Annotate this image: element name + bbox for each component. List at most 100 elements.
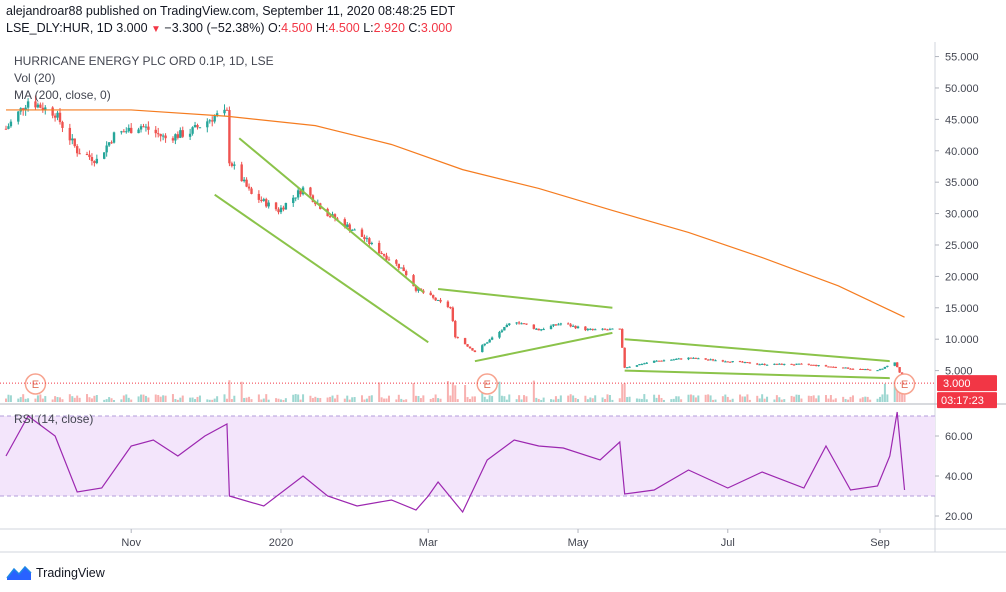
volume-bar <box>61 399 64 402</box>
candle-body <box>726 361 729 363</box>
earnings-marker <box>476 373 498 395</box>
brand-footer[interactable]: TradingView <box>6 565 105 581</box>
legend-rsi: RSI (14, close) <box>14 412 94 426</box>
volume-bar <box>108 397 111 402</box>
volume-bar <box>689 394 692 402</box>
volume-bar <box>743 396 746 402</box>
candle-body <box>729 361 732 363</box>
volume-bar <box>113 399 116 402</box>
candle-body <box>333 214 337 219</box>
volume-bar <box>76 395 79 402</box>
volume-bar <box>417 396 420 402</box>
candle-body <box>240 164 243 182</box>
volume-bar <box>56 397 59 402</box>
candle-body <box>844 367 847 369</box>
candle-body <box>532 324 536 329</box>
volume-bar <box>471 396 474 402</box>
volume-bar <box>164 395 167 402</box>
candle-body <box>817 365 820 367</box>
volume-bar <box>577 399 580 402</box>
candle-body <box>559 323 563 325</box>
volume-bar <box>486 399 489 402</box>
volume-bar <box>299 399 302 402</box>
volume-bar <box>896 381 899 402</box>
volume-bar <box>95 395 98 402</box>
low-label: L: <box>363 21 374 35</box>
candle-body <box>90 157 94 162</box>
volume-bar <box>383 398 386 402</box>
trendline <box>474 331 613 363</box>
candle-body <box>294 197 297 199</box>
volume-bar <box>380 397 383 402</box>
volume-bar <box>653 394 656 402</box>
candle-body <box>380 253 383 255</box>
candle-body <box>137 129 140 134</box>
volume-bar <box>893 381 896 402</box>
high-label: H: <box>315 21 329 35</box>
volume-bar <box>174 398 177 402</box>
volume-bar <box>365 398 368 402</box>
candle-body <box>277 209 280 213</box>
volume-bar <box>741 396 744 402</box>
candle-body <box>279 207 283 213</box>
down-triangle-icon: ▼ <box>151 24 161 35</box>
volume-bar <box>309 395 312 402</box>
volume-bar <box>36 395 39 402</box>
price-tick-label: 5.000 <box>945 366 973 378</box>
candle-body <box>233 164 236 166</box>
candle-body <box>282 207 285 210</box>
volume-bar <box>24 398 27 402</box>
volume-bar <box>680 399 683 402</box>
volume-bar <box>314 396 317 402</box>
volume-bar <box>660 398 663 402</box>
volume-bar <box>154 394 157 402</box>
candle-body <box>503 326 506 331</box>
earnings-marker-label: E <box>32 379 39 391</box>
candles <box>4 95 906 384</box>
candle-body <box>807 363 810 365</box>
candle-body <box>466 344 469 347</box>
candle-body <box>473 350 477 353</box>
price-tick-label: 50.000 <box>945 83 979 95</box>
candle-body <box>85 153 89 155</box>
volume-bar <box>572 395 575 402</box>
volume-bar <box>525 396 528 402</box>
candle-body <box>188 133 192 137</box>
candle-body <box>230 163 234 166</box>
volume-bar <box>265 394 268 402</box>
time-tick-label: 2020 <box>269 537 293 549</box>
volume-bar <box>284 398 287 402</box>
volume-bar <box>5 398 7 402</box>
volume-bar <box>606 394 609 402</box>
volume-bar <box>225 398 228 402</box>
volume-bar <box>41 398 44 402</box>
volume-bar <box>729 399 732 402</box>
candle-body <box>829 366 833 368</box>
volume-bar <box>198 395 201 402</box>
candle-body <box>618 328 621 330</box>
candle-body <box>706 359 710 361</box>
volume-bar <box>446 381 449 402</box>
volume-bar <box>194 399 197 402</box>
earnings-marker <box>24 373 47 395</box>
price-tick-label: 45.000 <box>945 114 979 126</box>
volume-bar <box>623 383 626 402</box>
volume-bar <box>44 396 47 402</box>
candle-body <box>41 107 45 111</box>
volume-bar <box>672 398 675 402</box>
candle-body <box>228 110 231 164</box>
volume-bar <box>326 397 329 402</box>
volume-bar <box>677 396 680 402</box>
axes: 5.000 10.000 15.000 20.000 25.000 30.000 35.00… <box>121 52 978 549</box>
volume-bar <box>245 397 248 402</box>
volume-bar <box>147 397 150 402</box>
volume-bar <box>206 399 209 402</box>
volume-bar <box>343 398 346 402</box>
volume-bar <box>73 397 76 402</box>
volume-bar <box>122 395 125 402</box>
candle-body <box>225 109 229 111</box>
time-tick-label: Jul <box>721 537 735 549</box>
candle-body <box>765 364 769 366</box>
volume-bars <box>5 380 906 402</box>
